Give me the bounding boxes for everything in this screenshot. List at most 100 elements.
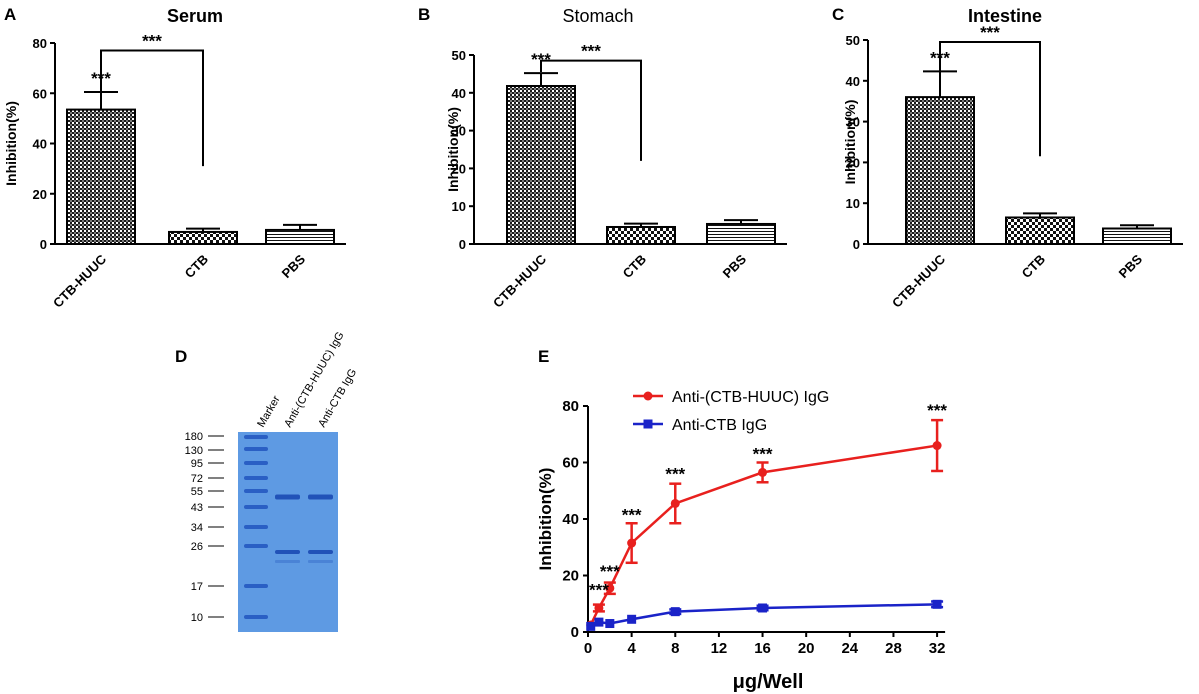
data-point: [932, 599, 942, 609]
marker-size-label: 55: [191, 486, 203, 498]
marker-band: [244, 489, 268, 493]
x-tick-label: 0: [584, 640, 592, 657]
significance-stars: ***: [531, 50, 551, 69]
marker-band: [244, 584, 268, 588]
panel-letter-c: C: [832, 5, 844, 24]
significance-bracket: [540, 59, 642, 161]
significance-stars: ***: [753, 445, 773, 464]
y-tick-label: 60: [33, 86, 47, 101]
x-tick-label: 20: [798, 640, 815, 657]
data-point: [670, 607, 680, 617]
x-tick-label: 28: [885, 640, 902, 657]
marker-size-label: 10: [191, 612, 203, 624]
significance-bracket: [939, 41, 1041, 157]
legend-label: Anti-(CTB-HUUC) IgG: [672, 389, 829, 406]
y-tick-label: 0: [853, 237, 860, 252]
protein-band: [275, 494, 300, 500]
x-category-label: CTB: [1019, 252, 1048, 281]
marker-band: [244, 461, 268, 465]
lane-label: Marker: [255, 394, 283, 430]
y-tick-label: 60: [562, 455, 579, 472]
y-tick-label: 20: [33, 187, 47, 202]
x-category-label: CTB: [182, 252, 211, 281]
significance-stars: ***: [980, 23, 1000, 42]
bar-pbs: [706, 222, 776, 246]
marker-size-label: 17: [191, 581, 203, 593]
x-category-label: CTB-HUUC: [889, 251, 949, 311]
x-category-label: PBS: [1116, 251, 1146, 281]
y-tick-label: 10: [452, 199, 466, 214]
y-tick-label: 20: [452, 161, 466, 176]
panel-letter-e: E: [538, 347, 549, 366]
y-tick-label: 40: [452, 86, 466, 101]
y-axis-label-a: Inhibition(%): [3, 101, 19, 186]
x-tick-label: 24: [841, 640, 858, 657]
marker-size-label: 130: [185, 445, 203, 457]
bar-chart-serum: Serum 0 20 40 60 80 Inhibition(%) CTB-HUUC CTB PB…: [3, 6, 346, 311]
y-axis-label-c: Inhibition(%): [842, 100, 858, 185]
significance-stars: ***: [142, 32, 162, 51]
marker-size-label: 180: [185, 431, 203, 443]
line-chart-inhibition: 0 20 40 60 80 0 4 8 12 16 20 24 28 32 Inhibition(%) μg/…: [536, 389, 947, 693]
x-tick-label: 12: [711, 640, 728, 657]
data-point: [586, 621, 596, 631]
bar-ctb: [1005, 216, 1075, 245]
x-category-label: CTB: [620, 252, 649, 281]
significance-stars: ***: [581, 42, 601, 61]
data-point: [932, 441, 942, 451]
y-tick-label: 40: [846, 74, 860, 89]
data-point: [758, 467, 768, 477]
marker-band: [244, 447, 268, 451]
x-tick-label: 32: [929, 640, 946, 657]
panel-letter-b: B: [418, 5, 430, 24]
y-tick-label: 0: [40, 237, 47, 252]
data-point: [594, 603, 604, 613]
protein-band: [308, 550, 333, 554]
y-axis-label-b: Inhibition(%): [445, 107, 461, 192]
y-tick-label: 80: [33, 36, 47, 51]
y-tick-label: 20: [846, 155, 860, 170]
marker-size-label: 26: [191, 541, 203, 553]
protein-band: [275, 560, 300, 563]
y-tick-label: 0: [571, 624, 579, 641]
x-tick-label: 4: [627, 640, 636, 657]
data-point: [605, 619, 615, 629]
y-tick-label: 40: [562, 511, 579, 528]
y-tick-label: 40: [33, 137, 47, 152]
protein-band: [308, 560, 333, 563]
x-axis-label-e: μg/Well: [733, 671, 804, 693]
y-tick-label: 80: [562, 398, 579, 415]
chart-title-b: Stomach: [562, 6, 633, 26]
data-point: [758, 603, 768, 613]
protein-band: [308, 494, 333, 500]
y-tick-label: 10: [846, 196, 860, 211]
y-tick-label: 50: [846, 33, 860, 48]
marker-size-label: 43: [191, 502, 203, 514]
x-category-label: CTB-HUUC: [490, 251, 550, 311]
y-tick-label: 50: [452, 48, 466, 63]
gel-background: [238, 432, 338, 632]
data-point: [594, 617, 604, 627]
bar-ctb-huuc: [506, 84, 576, 245]
significance-bracket: [100, 49, 204, 167]
bar-pbs: [265, 228, 335, 245]
bar-ctb: [168, 230, 238, 246]
bar-pbs: [1102, 227, 1172, 246]
chart-title-c: Intestine: [968, 6, 1042, 26]
data-point: [605, 583, 615, 593]
significance-stars: ***: [622, 505, 642, 524]
data-point: [627, 538, 637, 548]
legend-marker: [643, 391, 653, 401]
legend-marker: [643, 419, 653, 429]
marker-band: [244, 544, 268, 548]
legend-label: Anti-CTB IgG: [672, 417, 767, 434]
marker-band: [244, 505, 268, 509]
bar-ctb-huuc: [66, 108, 136, 245]
x-tick-label: 16: [754, 640, 771, 657]
x-category-label: PBS: [720, 251, 750, 281]
y-tick-label: 30: [452, 124, 466, 139]
marker-band: [244, 476, 268, 480]
marker-size-label: 72: [191, 473, 203, 485]
